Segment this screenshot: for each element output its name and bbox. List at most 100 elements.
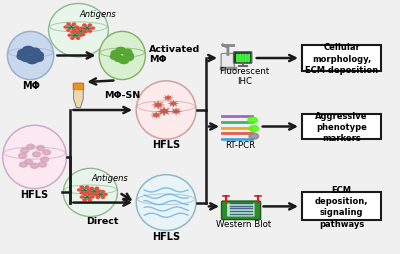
Circle shape (91, 196, 94, 198)
Circle shape (242, 55, 244, 56)
FancyBboxPatch shape (227, 203, 255, 217)
Circle shape (239, 59, 241, 60)
Circle shape (248, 57, 250, 58)
FancyBboxPatch shape (221, 54, 234, 69)
Circle shape (83, 199, 86, 201)
Polygon shape (151, 101, 165, 110)
Circle shape (82, 28, 85, 30)
Polygon shape (162, 95, 174, 102)
Ellipse shape (3, 126, 66, 189)
Circle shape (80, 196, 84, 198)
Circle shape (80, 186, 84, 188)
Circle shape (84, 31, 88, 33)
Circle shape (84, 27, 91, 31)
Circle shape (88, 189, 91, 191)
Text: RT-PCR: RT-PCR (225, 140, 255, 149)
Circle shape (242, 59, 244, 60)
Circle shape (80, 28, 83, 30)
Polygon shape (156, 107, 172, 117)
Circle shape (27, 57, 38, 64)
Ellipse shape (99, 32, 145, 80)
Circle shape (18, 50, 29, 57)
Circle shape (32, 55, 43, 62)
Circle shape (248, 55, 250, 56)
Circle shape (236, 55, 238, 56)
Circle shape (21, 55, 32, 62)
Circle shape (67, 30, 70, 32)
Text: Aggressive
phenotype
markers: Aggressive phenotype markers (315, 112, 368, 142)
Circle shape (96, 191, 99, 193)
Circle shape (236, 59, 238, 60)
Polygon shape (74, 87, 83, 108)
Text: Activated
MΦ: Activated MΦ (149, 45, 201, 64)
Circle shape (97, 193, 104, 197)
Circle shape (245, 59, 247, 60)
FancyBboxPatch shape (73, 84, 84, 90)
Circle shape (90, 193, 93, 195)
Circle shape (236, 57, 238, 58)
Circle shape (32, 152, 40, 157)
Circle shape (91, 28, 94, 30)
Circle shape (94, 194, 97, 196)
Circle shape (98, 190, 101, 193)
Circle shape (95, 187, 98, 189)
Circle shape (72, 24, 76, 26)
Circle shape (36, 146, 44, 151)
Circle shape (101, 197, 104, 199)
Circle shape (71, 38, 74, 40)
Ellipse shape (136, 175, 196, 231)
Circle shape (88, 25, 92, 27)
Circle shape (68, 26, 75, 30)
Circle shape (76, 32, 80, 34)
Circle shape (23, 47, 34, 54)
Circle shape (38, 162, 46, 167)
Circle shape (239, 55, 241, 56)
Circle shape (21, 149, 28, 153)
Circle shape (77, 30, 84, 35)
Ellipse shape (63, 169, 118, 217)
Circle shape (79, 35, 82, 37)
Text: MΦ: MΦ (22, 80, 40, 90)
Circle shape (104, 194, 107, 196)
Polygon shape (170, 108, 182, 116)
Circle shape (122, 50, 132, 56)
Circle shape (96, 197, 99, 199)
Circle shape (20, 162, 28, 167)
Circle shape (110, 54, 120, 60)
Circle shape (236, 61, 238, 62)
Circle shape (90, 187, 93, 189)
Circle shape (85, 192, 88, 194)
Circle shape (119, 58, 129, 64)
Text: Antigens: Antigens (91, 173, 128, 182)
Circle shape (88, 190, 91, 193)
Circle shape (124, 55, 134, 61)
Circle shape (42, 150, 50, 155)
FancyBboxPatch shape (302, 193, 381, 220)
Circle shape (242, 57, 244, 58)
Circle shape (114, 56, 124, 62)
FancyBboxPatch shape (222, 201, 260, 220)
Circle shape (19, 153, 27, 158)
Circle shape (25, 160, 32, 165)
Circle shape (82, 34, 85, 36)
FancyBboxPatch shape (302, 115, 381, 139)
Polygon shape (150, 112, 162, 119)
Circle shape (80, 192, 84, 194)
Circle shape (29, 49, 40, 56)
Text: Cellular
morphology,
ECM deposition: Cellular morphology, ECM deposition (305, 43, 378, 74)
Polygon shape (75, 90, 82, 107)
Circle shape (116, 48, 126, 54)
Circle shape (85, 186, 88, 188)
Circle shape (75, 27, 78, 29)
Circle shape (124, 53, 134, 59)
Circle shape (72, 34, 79, 38)
Circle shape (76, 28, 79, 30)
Ellipse shape (48, 5, 108, 57)
Circle shape (88, 199, 91, 201)
Circle shape (64, 27, 67, 29)
Circle shape (245, 61, 247, 62)
Circle shape (76, 38, 80, 40)
FancyBboxPatch shape (302, 45, 381, 72)
Circle shape (81, 188, 88, 193)
Circle shape (32, 52, 43, 59)
